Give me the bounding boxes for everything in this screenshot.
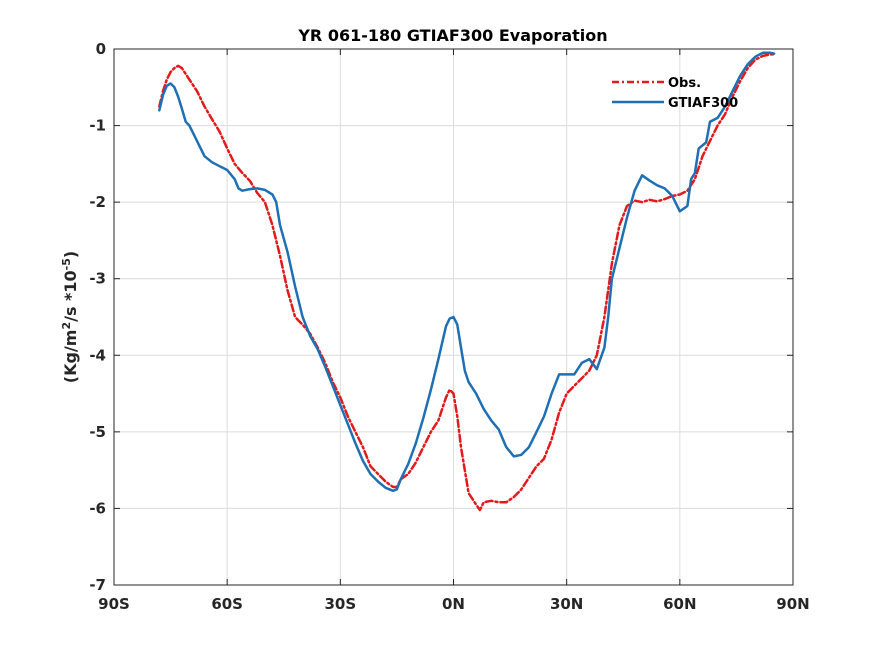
y-axis-label-sup1: 2 xyxy=(60,322,73,330)
x-tick-label: 30N xyxy=(550,595,583,613)
x-tick-label: 90S xyxy=(98,595,130,613)
x-tick-label: 60S xyxy=(211,595,243,613)
y-tick-label: -5 xyxy=(89,423,106,441)
y-tick-label: -2 xyxy=(89,193,106,211)
x-tick-label: 60N xyxy=(663,595,696,613)
y-axis-label-sup2: -5 xyxy=(60,258,73,270)
y-tick-label: 0 xyxy=(96,40,106,58)
y-tick-label: -7 xyxy=(89,576,106,594)
y-axis-label-base: (Kg/m xyxy=(61,330,80,384)
x-tick-label: 90N xyxy=(776,595,809,613)
y-tick-label: -6 xyxy=(89,499,106,517)
tick-marks xyxy=(113,48,794,586)
series-layer xyxy=(158,51,776,512)
y-tick-label: -1 xyxy=(89,117,106,135)
series-line-gtiaf300 xyxy=(158,51,776,493)
y-axis-label-mid: /s *10 xyxy=(61,270,80,322)
y-tick-labels: 0 -1 -2 -3 -4 -5 -6 -7 xyxy=(89,40,106,594)
series-line-obs xyxy=(158,53,776,512)
legend: Obs. GTIAF300 xyxy=(612,76,738,111)
y-tick-label: -3 xyxy=(89,270,106,288)
legend-label-gtiaf300: GTIAF300 xyxy=(668,96,738,111)
x-tick-labels: 90S 60S 30S 0N 30N 60N 90N xyxy=(98,595,810,613)
x-tick-label: 30S xyxy=(324,595,356,613)
x-tick-label: 0N xyxy=(442,595,465,613)
legend-label-obs: Obs. xyxy=(668,76,701,91)
y-axis-label: (Kg/m2/s *10-5) xyxy=(60,251,80,383)
chart-title: YR 061-180 GTIAF300 Evaporation xyxy=(297,26,607,45)
y-axis-label-end: ) xyxy=(61,251,80,258)
y-tick-label: -4 xyxy=(89,346,106,364)
